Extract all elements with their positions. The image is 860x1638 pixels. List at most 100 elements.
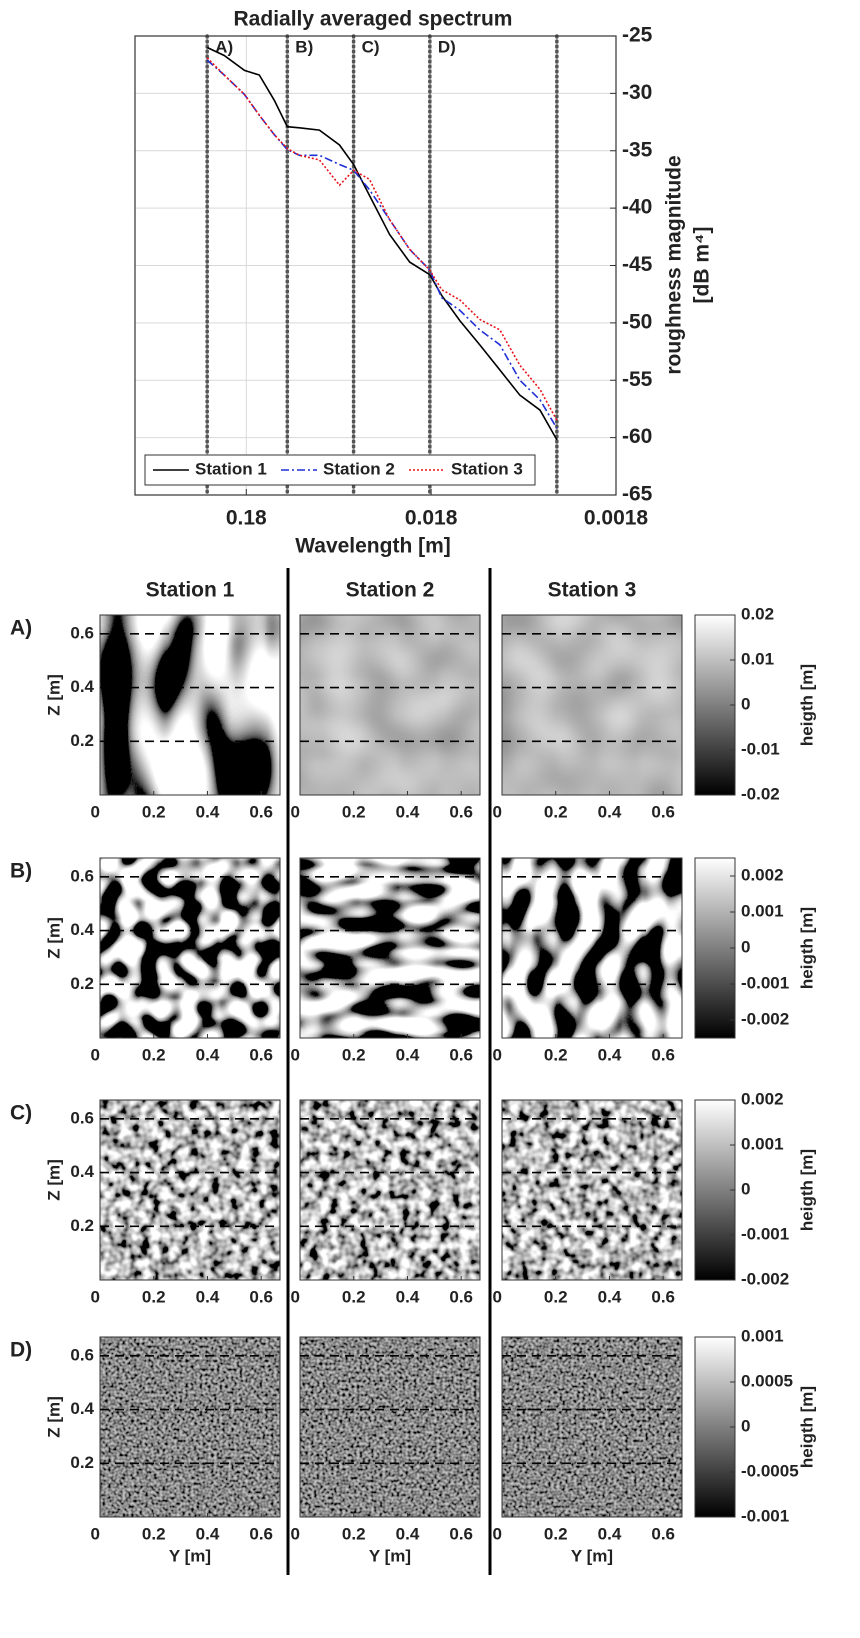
y-tick-label: 0 xyxy=(291,1524,300,1543)
y-tick-label: 0.6 xyxy=(449,802,473,821)
colorbar-tick-label: 0 xyxy=(741,937,750,956)
y-tick-label: 0.2 xyxy=(142,1287,166,1306)
colorbar xyxy=(694,1336,736,1518)
colorbar xyxy=(694,614,736,796)
series-line xyxy=(206,57,558,421)
y-tick-label: -65 xyxy=(622,483,653,506)
heightmap xyxy=(502,1337,682,1517)
y-tick-label: 0.6 xyxy=(249,1287,273,1306)
heightmap xyxy=(502,858,682,1038)
colorbar-tick-label: -0.001 xyxy=(741,1506,789,1525)
y-tick-label: 0.4 xyxy=(396,1287,420,1306)
legend-label: Station 3 xyxy=(451,459,523,478)
colorbar-tick-label: 0.002 xyxy=(741,865,784,884)
colorbar-tick-label: -0.001 xyxy=(741,973,789,992)
colorbar-tick-label: 0.002 xyxy=(741,1089,784,1108)
panel-frame xyxy=(99,1336,281,1518)
panel-frame xyxy=(99,857,281,1039)
y-tick-label: -35 xyxy=(622,138,653,161)
z-tick-label: 0.6 xyxy=(70,866,94,885)
colorbar-label: heigth [m] xyxy=(797,664,816,746)
panel-frame xyxy=(299,614,481,796)
y-tick-label: 0.6 xyxy=(449,1287,473,1306)
colorbar-tick-label: 0.0005 xyxy=(741,1371,793,1390)
panel-frame xyxy=(501,857,683,1039)
y-tick-label: 0.4 xyxy=(598,1287,622,1306)
z-tick-label: 0.4 xyxy=(70,677,94,696)
x-tick-label: 0.18 xyxy=(226,507,267,530)
y-tick-label: 0 xyxy=(91,1524,100,1543)
colorbar-label: heigth [m] xyxy=(797,1386,816,1468)
row-label: C) xyxy=(10,1102,32,1125)
panel-frame xyxy=(99,614,281,796)
z-tick-label: 0.4 xyxy=(70,1399,94,1418)
colorbar-tick-label: -0.002 xyxy=(741,1009,789,1028)
column-title: Station 1 xyxy=(146,579,235,602)
x-tick-label: 0.018 xyxy=(405,507,458,530)
y-tick-label: -45 xyxy=(622,253,653,276)
heightmap xyxy=(502,1100,682,1280)
colorbar-tick-label: 0.001 xyxy=(741,1134,784,1153)
y-tick-label: 0.6 xyxy=(651,802,675,821)
heightmap xyxy=(300,615,480,795)
y-tick-label: 0.2 xyxy=(142,1045,166,1064)
y-tick-label: 0.4 xyxy=(598,1524,622,1543)
heightmap xyxy=(100,615,280,795)
y-tick-label: 0.2 xyxy=(544,802,568,821)
y-tick-label: 0.6 xyxy=(249,1524,273,1543)
y-tick-label: 0.4 xyxy=(396,802,420,821)
colorbar-tick-label: 0.001 xyxy=(741,1326,784,1345)
colorbar-label: heigth [m] xyxy=(797,907,816,989)
y-tick-label: 0 xyxy=(493,1524,502,1543)
marker-label: D) xyxy=(438,37,456,56)
colorbar-tick-label: 0.02 xyxy=(741,604,774,623)
colorbar-tick-label: -0.02 xyxy=(741,784,780,803)
y-tick-label: 0.4 xyxy=(196,1045,220,1064)
y-tick-label: 0.2 xyxy=(342,1287,366,1306)
y-axis-label: Y [m] xyxy=(169,1546,211,1565)
z-axis-label: Z [m] xyxy=(44,917,63,959)
y-tick-label: 0.2 xyxy=(544,1524,568,1543)
heightmap xyxy=(300,858,480,1038)
y-tick-label: 0.2 xyxy=(342,802,366,821)
colorbar-tick-label: 0.001 xyxy=(741,901,784,920)
y-tick-label: 0 xyxy=(493,1287,502,1306)
y-tick-label: 0.4 xyxy=(396,1045,420,1064)
y-axis-label: Y [m] xyxy=(571,1546,613,1565)
z-axis-label: Z [m] xyxy=(44,1159,63,1201)
x-tick-label: 0.0018 xyxy=(584,507,649,530)
z-tick-label: 0.2 xyxy=(70,1453,94,1472)
y-tick-label: 0.2 xyxy=(544,1045,568,1064)
y-tick-label: 0.6 xyxy=(249,802,273,821)
colorbar-tick-label: -0.0005 xyxy=(741,1461,799,1480)
heightmap xyxy=(100,1337,280,1517)
z-tick-label: 0.6 xyxy=(70,1345,94,1364)
panel-frame xyxy=(299,857,481,1039)
y-tick-label: 0 xyxy=(91,802,100,821)
colorbar xyxy=(694,857,736,1039)
y-tick-label: -40 xyxy=(622,196,652,219)
z-tick-label: 0.2 xyxy=(70,1216,94,1235)
y-tick-label: 0 xyxy=(291,802,300,821)
y-tick-label: 0.4 xyxy=(598,802,622,821)
y-tick-label: 0.4 xyxy=(396,1524,420,1543)
colorbar-tick-label: 0 xyxy=(741,1416,750,1435)
y-tick-label: 0 xyxy=(493,802,502,821)
plot-frame xyxy=(134,35,617,496)
y-tick-label: 0.4 xyxy=(196,1287,220,1306)
heightmap xyxy=(100,858,280,1038)
legend-label: Station 2 xyxy=(323,459,395,478)
y-axis-label: [dB m⁴] xyxy=(691,227,714,304)
y-axis-label: Y [m] xyxy=(369,1546,411,1565)
panel-frame xyxy=(99,1099,281,1281)
y-tick-label: 0.6 xyxy=(449,1045,473,1064)
y-tick-label: 0.6 xyxy=(651,1524,675,1543)
y-tick-label: 0.4 xyxy=(196,1524,220,1543)
legend-label: Station 1 xyxy=(195,459,267,478)
y-tick-label: 0 xyxy=(291,1045,300,1064)
colorbar-tick-label: 0.01 xyxy=(741,649,774,668)
y-tick-label: -50 xyxy=(622,310,652,333)
y-axis-label: roughness magnitude xyxy=(663,155,686,374)
colorbar-tick-label: 0 xyxy=(741,694,750,713)
